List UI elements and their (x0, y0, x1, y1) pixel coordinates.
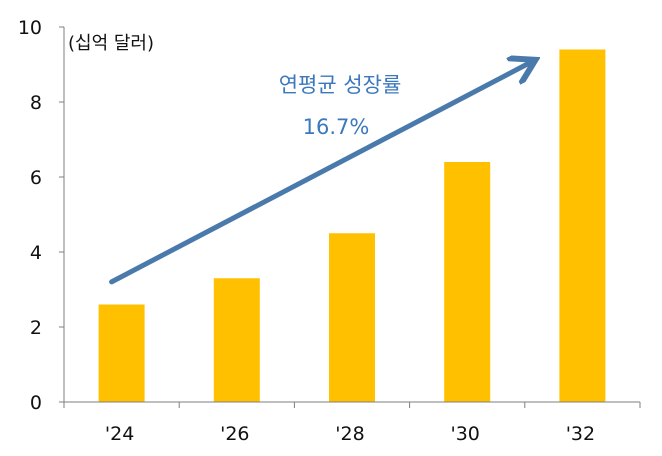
bar-2 (329, 233, 375, 402)
y-tick-labels: 0 2 4 6 8 10 (18, 17, 42, 414)
growth-trend-arrow (109, 64, 529, 285)
y-tick-label: 10 (18, 17, 42, 39)
bar-1 (213, 278, 260, 402)
y-tick-label: 6 (30, 167, 42, 189)
annotation-growth-label: 연평균 성장률 (279, 73, 402, 97)
annotation-growth-value: 16.7% (303, 115, 370, 139)
axes-group (59, 26, 641, 408)
x-tick-label: '26 (220, 423, 249, 445)
x-tick-label: '28 (335, 423, 364, 445)
bar-0 (98, 304, 145, 402)
bar-3 (444, 162, 491, 402)
y-tick-label: 8 (30, 92, 42, 114)
unit-label: (십억 달러) (68, 33, 154, 54)
y-tick-label: 0 (30, 392, 42, 414)
x-tick-label: '24 (105, 423, 134, 445)
bars-group (98, 49, 606, 402)
x-tick-label: '32 (566, 423, 595, 445)
x-tick-labels: '24 '26 '28 '30 '32 (105, 423, 595, 445)
bar-4 (559, 49, 606, 402)
x-tick-label: '30 (450, 423, 479, 445)
y-tick-label: 2 (30, 317, 42, 339)
y-tick-label: 4 (30, 242, 42, 264)
